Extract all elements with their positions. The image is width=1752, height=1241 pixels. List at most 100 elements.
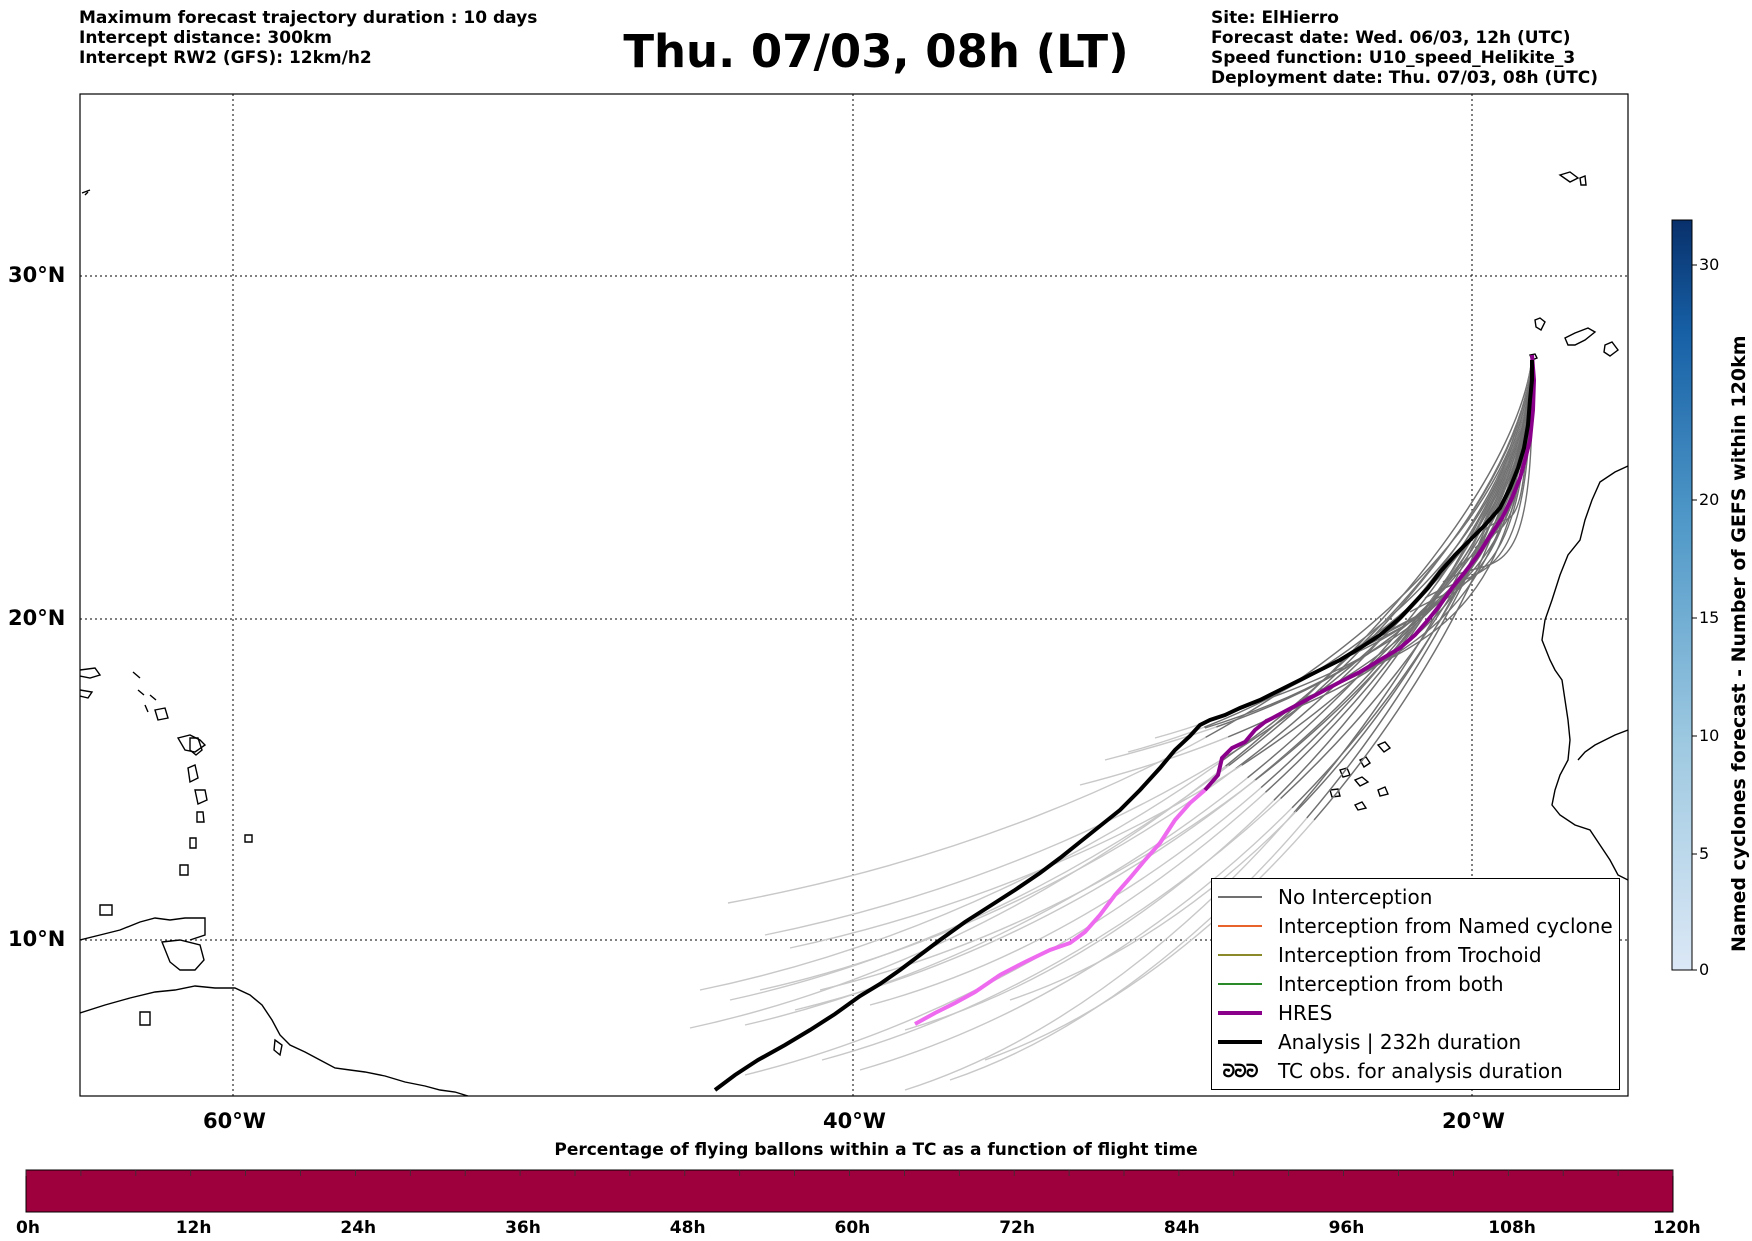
ensemble-trajectory (1389, 357, 1533, 631)
madeira-2 (1579, 175, 1587, 186)
colorbar-tick-0: 0 (1699, 960, 1710, 979)
pct-tick-108h: 108h (1488, 1218, 1536, 1238)
colorbar-label: Named cyclones forecast - Number of GEFS… (1728, 335, 1750, 952)
colorbar-tick-15: 15 (1699, 608, 1720, 627)
legend-label-no-interception: No Interception (1278, 885, 1433, 909)
lesser-antilles-4 (196, 811, 205, 823)
pct-tick-24h: 24h (340, 1218, 377, 1238)
forecast-date-text: Forecast date: Wed. 06/03, 12h (UTC) (1211, 28, 1571, 48)
cape-verde-7 (1353, 801, 1368, 811)
percentage-bar-title: Percentage of flying ballons within a TC… (554, 1140, 1198, 1160)
hres-trajectory-early (1203, 354, 1537, 792)
virgin-islands (80, 689, 94, 699)
coastlines (80, 171, 1628, 1096)
header-left: Maximum forecast trajectory duration : 1… (79, 8, 537, 68)
cape-verde-1 (1376, 741, 1392, 753)
pct-tick-48h: 48h (669, 1218, 706, 1238)
legend-label-analysis: Analysis | 232h duration (1278, 1030, 1522, 1054)
percentage-bar (25, 1169, 1674, 1213)
legend-label-both: Interception from both (1278, 972, 1504, 996)
small-islands-d (139, 1011, 151, 1026)
analysis-trajectory (713, 360, 1534, 1092)
pct-tick-72h: 72h (999, 1218, 1035, 1238)
madeira-1 (1558, 171, 1580, 183)
colorbar-tick-20: 20 (1699, 490, 1720, 509)
site-text: Site: ElHierro (1211, 8, 1339, 28)
lat-label-20n: 20°N (8, 606, 66, 630)
percentage-bar-ticks (25, 1170, 1674, 1176)
legend-swatch-hres (1218, 1007, 1262, 1019)
legend: No Interception Interception from Named … (1211, 878, 1620, 1090)
ensemble-trajectory (1264, 357, 1533, 721)
legend-label-named-cyclone: Interception from Named cyclone (1278, 914, 1613, 938)
africa-coast-bulge (1577, 729, 1628, 761)
legend-swatch-trochoid (1218, 949, 1262, 961)
ensemble-trajectory-segment (869, 357, 1533, 1006)
ensemble-trajectory-segment (904, 357, 1533, 1091)
hres-trajectory-late (914, 788, 1207, 1026)
intercept-rw2-text: Intercept RW2 (GFS): 12km/h2 (79, 48, 372, 68)
pct-tick-0h: 0h (16, 1218, 40, 1238)
percentage-bar-fill (25, 1169, 1674, 1213)
colorbar (1671, 219, 1697, 971)
lat-label-30n: 30°N (8, 263, 66, 287)
lon-label-60w: 60°W (203, 1109, 266, 1133)
lesser-antilles-3 (194, 789, 208, 805)
lesser-antilles-2 (187, 764, 199, 784)
legend-row-trochoid: Interception from Trochoid (1218, 943, 1542, 967)
cape-verde-6 (1377, 786, 1389, 797)
colorbar-tick-30: 30 (1699, 255, 1720, 274)
legend-row-no-interception: No Interception (1218, 885, 1432, 909)
small-islands-e (273, 1038, 283, 1057)
legend-label-trochoid: Interception from Trochoid (1278, 943, 1542, 967)
cape-verde-5 (1353, 776, 1370, 787)
intercept-distance-text: Intercept distance: 300km (79, 28, 332, 48)
colorbar-tick-5: 5 (1699, 844, 1710, 863)
guadeloupe (176, 734, 207, 753)
lon-label-20w: 20°W (1442, 1109, 1505, 1133)
legend-label-tc-obs: TC obs. for analysis duration (1278, 1059, 1563, 1083)
pct-tick-36h: 36h (505, 1218, 541, 1238)
venezuela-coast-west (80, 917, 206, 941)
canary-island-3 (1603, 341, 1619, 357)
lesser-antilles-6 (179, 864, 189, 876)
cape-verde-4 (1329, 788, 1341, 798)
legend-row-named-cyclone: Interception from Named cyclone (1218, 914, 1613, 938)
deployment-date-text: Deployment date: Thu. 07/03, 08h (UTC) (1211, 68, 1598, 88)
canary-island-2 (1564, 327, 1597, 346)
south-america-coast (80, 985, 469, 1096)
pct-tick-84h: 84h (1163, 1218, 1200, 1238)
pct-tick-96h: 96h (1328, 1218, 1365, 1238)
legend-swatch-analysis (1218, 1036, 1262, 1048)
canary-island-1 (1534, 317, 1546, 331)
header-right: Site: ElHierro Forecast date: Wed. 06/03… (1211, 8, 1598, 88)
antigua (154, 707, 169, 721)
legend-row-tc-obs: ᘒᘒᘒ TC obs. for analysis duration (1218, 1059, 1563, 1083)
lon-label-40w: 40°W (823, 1109, 886, 1133)
leeward-islands (80, 667, 102, 679)
ensemble-trajectory-segment (1127, 357, 1533, 753)
pct-tick-12h: 12h (175, 1218, 212, 1238)
cyclone-symbol-icon: ᘒᘒᘒ (1222, 1060, 1258, 1082)
colorbar-tick-10: 10 (1699, 726, 1720, 745)
legend-swatch-both (1218, 978, 1262, 990)
max-duration-text: Maximum forecast trajectory duration : 1… (79, 8, 538, 28)
trinidad-coast (161, 939, 205, 971)
lat-label-10n: 10°N (8, 927, 66, 951)
small-islands-a (132, 671, 157, 713)
legend-swatch-no-interception (1218, 891, 1262, 903)
legend-swatch-named-cyclone (1218, 920, 1262, 932)
map-frame (79, 93, 1629, 1097)
colorbar-gradient (1671, 219, 1693, 971)
ensemble-trajectory-segment (904, 357, 1533, 1031)
africa-coast (1541, 465, 1628, 881)
legend-label-hres: HRES (1278, 1001, 1333, 1025)
page-title: Thu. 07/03, 08h (LT) (623, 25, 1129, 78)
legend-row-hres: HRES (1218, 1001, 1332, 1025)
legend-row-both: Interception from both (1218, 972, 1504, 996)
small-islands-c (99, 904, 113, 916)
colorbar-ticks (1692, 264, 1697, 971)
pct-tick-60h: 60h (834, 1218, 871, 1238)
legend-row-analysis: Analysis | 232h duration (1218, 1030, 1521, 1054)
